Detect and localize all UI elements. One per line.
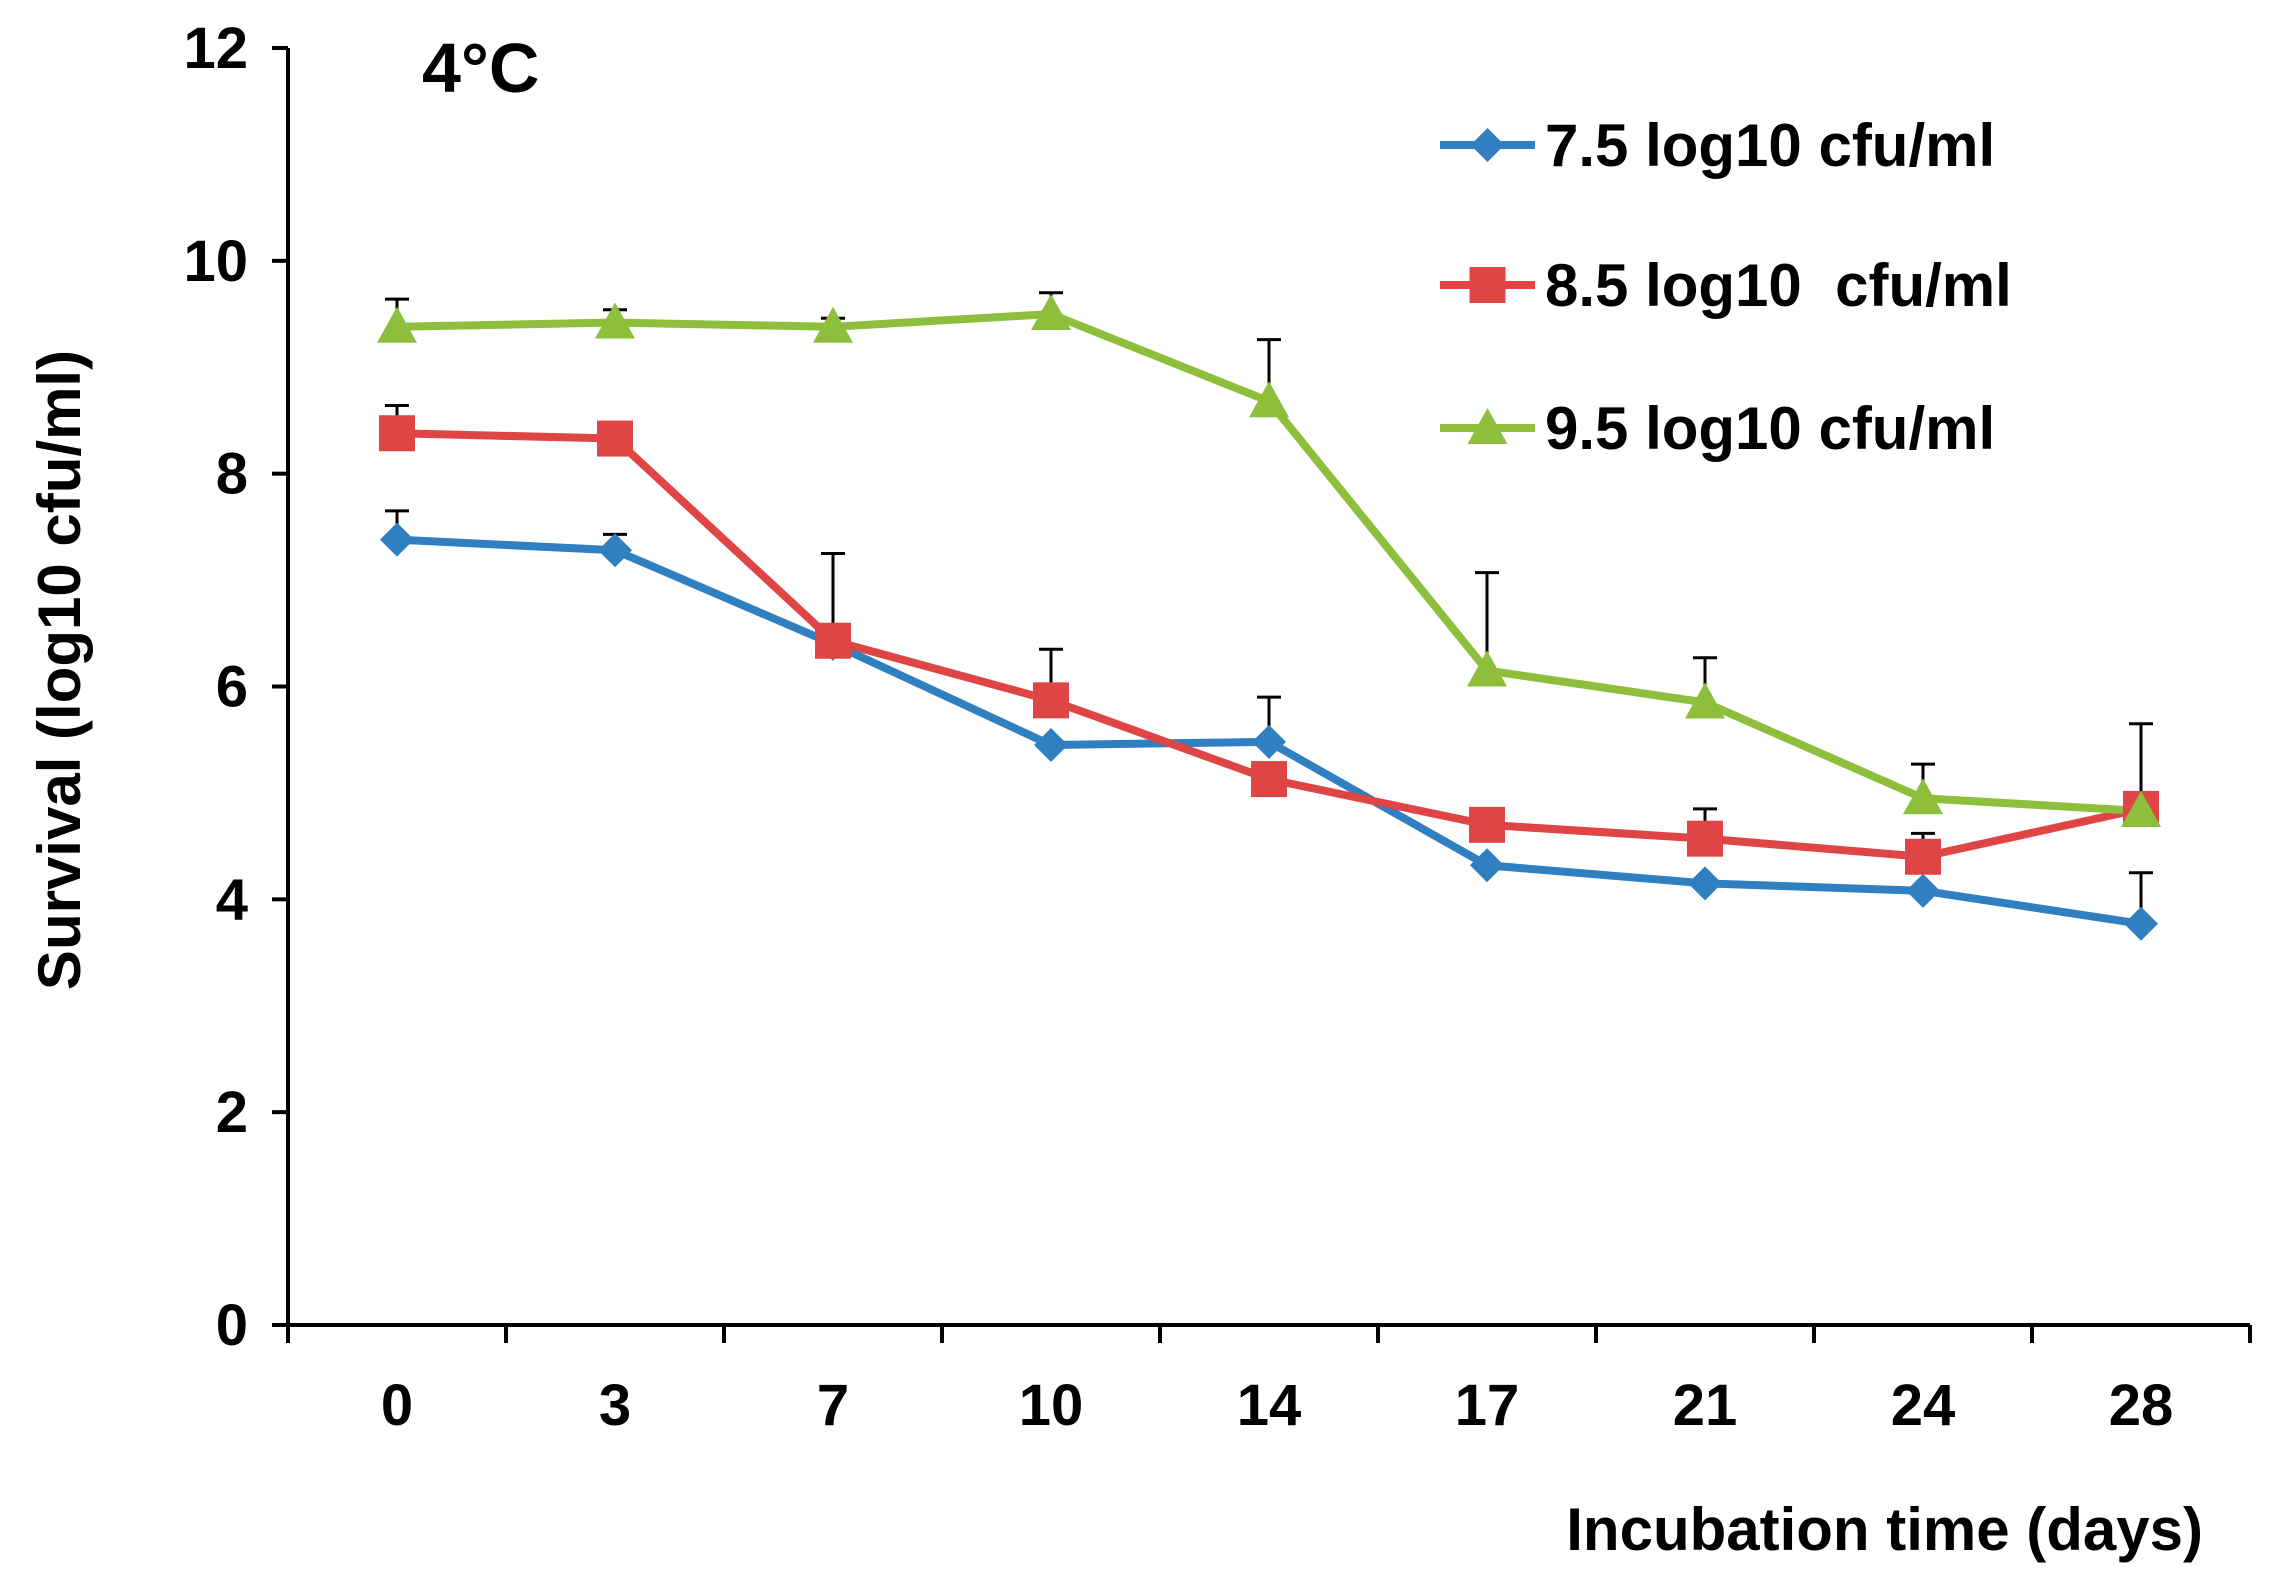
series-3-point: [1031, 294, 1071, 331]
y-tick-label: 2: [216, 1080, 248, 1145]
legend-label: 8.5 log10 cfu/ml: [1545, 252, 2012, 319]
series-1-point: [1688, 866, 1722, 901]
x-tick-label: 24: [1891, 1373, 1956, 1438]
legend-swatch-marker: [1470, 128, 1505, 162]
series-3-point: [2121, 791, 2161, 828]
series-2-point: [597, 420, 633, 457]
y-tick-label: 0: [216, 1293, 248, 1358]
series-3-point: [1903, 778, 1943, 815]
y-tick-label: 8: [216, 442, 248, 507]
y-tick-label: 10: [183, 229, 248, 294]
x-tick-label: 14: [1237, 1373, 1302, 1438]
series-3-point: [813, 306, 853, 343]
x-tick-label: 21: [1673, 1373, 1738, 1438]
temperature-annotation: 4°C: [422, 29, 539, 107]
legend-label: 9.5 log10 cfu/ml: [1545, 395, 1995, 462]
axes: [272, 46, 2252, 1343]
series-3-point: [595, 302, 635, 339]
x-tick-label: 10: [1019, 1373, 1084, 1438]
series-1-point: [1252, 724, 1286, 759]
series-1-point: [2124, 906, 2158, 941]
x-tick-label: 7: [817, 1373, 849, 1438]
series-1-point: [1470, 848, 1504, 883]
series-2-point: [1251, 761, 1287, 798]
series-2-point: [1905, 838, 1941, 875]
series-3-point: [377, 306, 417, 343]
series-3-point: [1249, 381, 1289, 418]
legend-swatch-marker: [1467, 408, 1508, 444]
y-tick-label: 12: [183, 16, 248, 81]
legend-label: 7.5 log10 cfu/ml: [1545, 112, 1995, 179]
legend-swatch-marker: [1469, 267, 1506, 303]
series-1-point: [1906, 873, 1940, 908]
series-2-point: [379, 415, 415, 452]
x-axis-title: Incubation time (days): [1566, 1496, 2203, 1563]
series-3-point: [1685, 682, 1725, 719]
series-1-point: [598, 533, 632, 568]
series-1-point: [1034, 728, 1068, 763]
series-markers: [377, 294, 2161, 941]
series-2-point: [1687, 820, 1723, 857]
y-tick-label: 4: [216, 867, 248, 932]
x-tick-label: 28: [2109, 1373, 2174, 1438]
y-axis-title: Survival (log10 cfu/ml): [26, 350, 93, 990]
series-2-point: [815, 622, 851, 659]
x-tick-label: 0: [381, 1373, 413, 1438]
error-bars: [385, 291, 2153, 924]
y-tick-label: 6: [216, 655, 248, 720]
legend: 7.5 log10 cfu/ml 8.5 log10 cfu/ml 9.5 log1…: [1440, 112, 2012, 462]
series-2-point: [1033, 682, 1069, 719]
series-2-point: [1469, 806, 1505, 843]
x-tick-label: 17: [1455, 1373, 1520, 1438]
series-3-point: [1467, 650, 1507, 687]
series-1-point: [380, 522, 414, 557]
x-tick-label: 3: [599, 1373, 631, 1438]
